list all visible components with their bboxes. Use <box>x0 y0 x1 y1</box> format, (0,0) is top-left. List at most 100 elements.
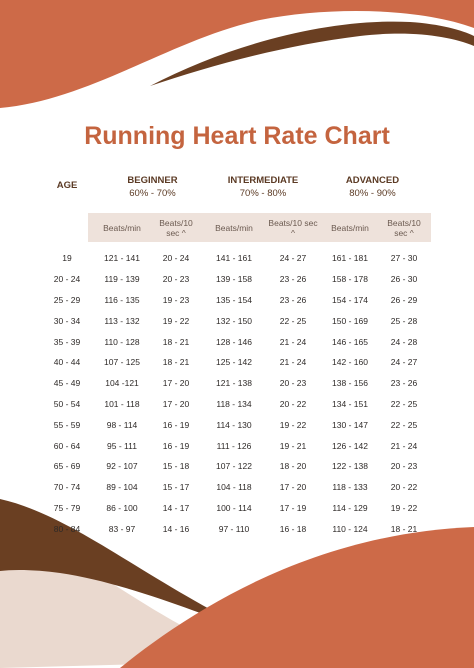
advanced-label: ADVANCED <box>345 175 400 186</box>
advanced-10sec-cell: 20 - 23 <box>390 461 418 472</box>
advanced-10sec-cell: 20 - 22 <box>390 482 418 493</box>
beginner-10sec-cell: 16 - 19 <box>162 419 190 430</box>
beginner-10sec-cell: 16 - 19 <box>162 440 190 451</box>
table-row: 35 - 39 110 - 128 18 - 21 128 - 146 21 - 24 1… <box>0 331 474 352</box>
table-row: 19 121 - 141 20 - 24 141 - 161 24 - 27 161 - … <box>0 248 474 269</box>
table-row: 55 - 59 98 - 114 16 - 19 114 - 130 19 - 22 13… <box>0 414 474 435</box>
advanced-bpm-cell: 138 - 156 <box>332 378 368 389</box>
advanced-10sec-cell: 23 - 26 <box>390 378 418 389</box>
intermediate-bpm-cell: 104 - 118 <box>216 482 252 493</box>
advanced-bpm-cell: 161 - 181 <box>332 253 368 264</box>
beginner-10sec-cell: 17 - 20 <box>162 378 190 389</box>
table-row: 50 - 54 101 - 118 17 - 20 118 - 134 20 - 22 1… <box>0 394 474 415</box>
intermediate-10sec-cell: 20 - 23 <box>279 378 307 389</box>
intermediate-group-header: INTERMEDIATE 70% - 80% <box>208 174 318 200</box>
age-column-header: AGE <box>56 180 78 191</box>
beginner-bpm-cell: 95 - 111 <box>107 440 137 451</box>
age-cell: 30 - 34 <box>53 315 81 326</box>
beginner-bpm-cell: 119 - 139 <box>104 274 140 285</box>
intermediate-bpm-cell: 114 - 130 <box>216 419 252 430</box>
age-cell: 50 - 54 <box>53 398 81 409</box>
beginner-bpm-cell: 86 - 100 <box>106 502 138 513</box>
advanced-10sec-cell: 24 - 28 <box>390 336 418 347</box>
table-row: 80 - 84 83 - 97 14 - 16 97 - 110 16 - 18 110 … <box>0 518 474 539</box>
table-row: 65 - 69 92 - 107 15 - 18 107 - 122 18 - 20 12… <box>0 456 474 477</box>
bottom-wave-decoration <box>0 499 474 668</box>
age-cell: 65 - 69 <box>53 461 81 472</box>
beginner-bpm-cell: 92 - 107 <box>106 461 138 472</box>
intermediate-10sec-cell: 16 - 18 <box>279 523 307 534</box>
beginner-10sec-cell: 18 - 21 <box>162 336 190 347</box>
intermediate-label: INTERMEDIATE <box>227 175 299 186</box>
advanced-bpm-cell: 110 - 124 <box>332 523 368 534</box>
intermediate-bpm-cell: 97 - 110 <box>218 523 250 534</box>
sub-header-band: Beats/min Beats/10 sec ^ Beats/min Beats… <box>88 213 431 242</box>
advanced-range: 80% - 90% <box>349 188 396 199</box>
intermediate-bpm-cell: 132 - 150 <box>216 315 252 326</box>
intermediate-bpm-cell: 118 - 134 <box>216 398 252 409</box>
beginner-label: BEGINNER <box>127 175 178 186</box>
intermediate-10sec-cell: 17 - 19 <box>279 502 307 513</box>
table-row: 60 - 64 95 - 111 16 - 19 111 - 126 19 - 21 12… <box>0 435 474 456</box>
table-row: 30 - 34 113 - 132 19 - 22 132 - 150 22 - 25 1… <box>0 310 474 331</box>
beginner-bpm-cell: 104 -121 <box>105 378 139 389</box>
page-title: Running Heart Rate Chart <box>84 122 390 150</box>
age-cell: 19 <box>62 253 72 264</box>
beginner-bpm-cell: 101 - 118 <box>104 398 140 409</box>
table-row: 75 - 79 86 - 100 14 - 17 100 - 114 17 - 19 11… <box>0 498 474 519</box>
age-cell: 80 - 84 <box>53 523 81 534</box>
sub-header-cell: Beats/10 sec ^ <box>159 217 193 238</box>
age-cell: 70 - 74 <box>53 482 81 493</box>
sub-header-cell: Beats/10 sec ^ <box>268 217 318 238</box>
beginner-10sec-cell: 15 - 18 <box>162 461 190 472</box>
advanced-10sec-cell: 18 - 21 <box>390 523 418 534</box>
table-row: 40 - 44 107 - 125 18 - 21 125 - 142 21 - 24 1… <box>0 352 474 373</box>
beginner-bpm-cell: 116 - 135 <box>104 294 140 305</box>
advanced-bpm-cell: 134 - 151 <box>332 398 368 409</box>
sub-header-cell: Beats/min <box>331 222 369 233</box>
advanced-bpm-cell: 150 - 169 <box>332 315 368 326</box>
heart-rate-table: 19 121 - 141 20 - 24 141 - 161 24 - 27 161 - … <box>0 248 474 539</box>
advanced-10sec-cell: 21 - 24 <box>390 440 418 451</box>
intermediate-10sec-cell: 18 - 20 <box>279 461 307 472</box>
age-cell: 20 - 24 <box>53 274 81 285</box>
intermediate-10sec-cell: 23 - 26 <box>279 274 307 285</box>
advanced-10sec-cell: 19 - 22 <box>390 502 418 513</box>
beginner-bpm-cell: 83 - 97 <box>108 523 136 534</box>
age-cell: 75 - 79 <box>53 502 81 513</box>
intermediate-10sec-cell: 22 - 25 <box>279 315 307 326</box>
bottom-wave-brown <box>0 499 280 643</box>
advanced-10sec-cell: 26 - 29 <box>390 294 418 305</box>
age-cell: 40 - 44 <box>53 357 81 368</box>
age-cell: 35 - 39 <box>53 336 81 347</box>
advanced-10sec-cell: 25 - 28 <box>390 315 418 326</box>
beginner-10sec-cell: 14 - 17 <box>162 502 190 513</box>
intermediate-10sec-cell: 23 - 26 <box>279 294 307 305</box>
advanced-bpm-cell: 126 - 142 <box>332 440 368 451</box>
intermediate-bpm-cell: 139 - 158 <box>216 274 252 285</box>
beginner-bpm-cell: 98 - 114 <box>106 419 138 430</box>
advanced-bpm-cell: 130 - 147 <box>332 419 368 430</box>
intermediate-bpm-cell: 107 - 122 <box>216 461 252 472</box>
advanced-bpm-cell: 146 - 165 <box>332 336 368 347</box>
sub-header-cell: Beats/min <box>215 222 253 233</box>
intermediate-10sec-cell: 19 - 21 <box>279 440 307 451</box>
age-cell: 25 - 29 <box>53 294 81 305</box>
intermediate-bpm-cell: 125 - 142 <box>216 357 252 368</box>
beginner-10sec-cell: 19 - 23 <box>162 294 190 305</box>
advanced-bpm-cell: 154 - 174 <box>332 294 368 305</box>
top-wave-brown <box>150 21 474 86</box>
age-cell: 60 - 64 <box>53 440 81 451</box>
bottom-wave-orange <box>120 527 474 668</box>
beginner-bpm-cell: 121 - 141 <box>104 253 140 264</box>
intermediate-10sec-cell: 17 - 20 <box>279 482 307 493</box>
intermediate-bpm-cell: 121 - 138 <box>216 378 252 389</box>
beginner-group-header: BEGINNER 60% - 70% <box>100 174 205 200</box>
advanced-10sec-cell: 22 - 25 <box>390 398 418 409</box>
intermediate-10sec-cell: 20 - 22 <box>279 398 307 409</box>
advanced-bpm-cell: 142 - 160 <box>332 357 368 368</box>
intermediate-10sec-cell: 24 - 27 <box>279 253 307 264</box>
intermediate-bpm-cell: 100 - 114 <box>216 502 252 513</box>
table-row: 45 - 49 104 -121 17 - 20 121 - 138 20 - 23 13… <box>0 373 474 394</box>
beginner-bpm-cell: 107 - 125 <box>104 357 140 368</box>
